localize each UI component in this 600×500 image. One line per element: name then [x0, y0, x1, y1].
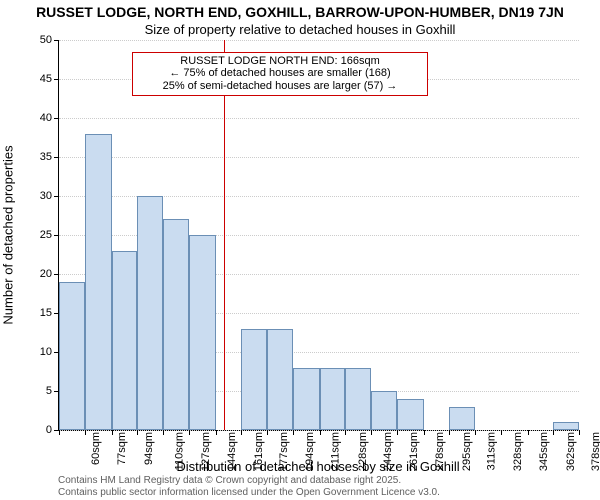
x-tick-mark [449, 430, 450, 435]
y-tick-label: 5 [22, 385, 52, 397]
histogram-bar [241, 329, 267, 430]
x-tick-mark [501, 430, 502, 435]
x-tick-mark [528, 430, 529, 435]
annotation-line-3: 25% of semi-detached houses are larger (… [137, 80, 423, 93]
histogram-bar [267, 329, 293, 430]
attribution-line-2: Contains public sector information licen… [58, 487, 440, 499]
x-tick-mark [293, 430, 294, 435]
y-tick-mark [54, 274, 59, 275]
histogram-bar [112, 251, 137, 430]
gridline [59, 157, 579, 158]
y-tick-mark [54, 79, 59, 80]
y-tick-label: 35 [22, 151, 52, 163]
y-tick-label: 40 [22, 112, 52, 124]
annotation-line-2: ← 75% of detached houses are smaller (16… [137, 67, 423, 80]
x-tick-mark [424, 430, 425, 435]
y-tick-label: 0 [22, 424, 52, 436]
y-tick-mark [54, 196, 59, 197]
plot-area: 0510152025303540455060sqm77sqm94sqm110sq… [58, 40, 579, 431]
histogram-bar [163, 219, 189, 430]
x-tick-mark [579, 430, 580, 435]
y-tick-label: 30 [22, 190, 52, 202]
histogram-bar [293, 368, 319, 430]
x-tick-mark [475, 430, 476, 435]
x-tick-mark [241, 430, 242, 435]
annotation-line-1: RUSSET LODGE NORTH END: 166sqm [137, 55, 423, 68]
gridline [59, 40, 579, 41]
chart-title-main: RUSSET LODGE, NORTH END, GOXHILL, BARROW… [0, 4, 600, 20]
x-tick-mark [189, 430, 190, 435]
chart-container: RUSSET LODGE, NORTH END, GOXHILL, BARROW… [0, 0, 600, 500]
histogram-bar [59, 282, 85, 430]
y-tick-mark [54, 118, 59, 119]
y-axis-label: Number of detached properties [1, 145, 16, 324]
attribution-line-1: Contains HM Land Registry data © Crown c… [58, 475, 440, 487]
chart-subtitle: Size of property relative to detached ho… [0, 22, 600, 37]
y-tick-label: 10 [22, 346, 52, 358]
y-tick-label: 20 [22, 268, 52, 280]
x-axis-label: Distribution of detached houses by size … [58, 459, 578, 474]
histogram-bar [320, 368, 345, 430]
histogram-bar [449, 407, 475, 430]
y-tick-label: 15 [22, 307, 52, 319]
x-tick-mark [216, 430, 217, 435]
histogram-bar [189, 235, 215, 430]
x-tick-mark [320, 430, 321, 435]
y-tick-mark [54, 157, 59, 158]
y-tick-label: 45 [22, 73, 52, 85]
x-tick-mark [371, 430, 372, 435]
y-tick-mark [54, 235, 59, 236]
marker-line [224, 40, 225, 430]
y-tick-mark [54, 40, 59, 41]
x-tick-mark [163, 430, 164, 435]
histogram-bar [371, 391, 397, 430]
histogram-bar [85, 134, 111, 430]
x-tick-mark [112, 430, 113, 435]
gridline [59, 118, 579, 119]
x-tick-mark [137, 430, 138, 435]
y-tick-label: 25 [22, 229, 52, 241]
histogram-bar [397, 399, 423, 430]
x-tick-mark [397, 430, 398, 435]
y-tick-label: 50 [22, 34, 52, 46]
annotation-box: RUSSET LODGE NORTH END: 166sqm ← 75% of … [132, 52, 428, 96]
x-tick-label: 378sqm [590, 432, 600, 471]
histogram-bar [553, 422, 579, 430]
x-tick-mark [59, 430, 60, 435]
x-tick-mark [553, 430, 554, 435]
x-tick-mark [345, 430, 346, 435]
x-tick-mark [267, 430, 268, 435]
attribution: Contains HM Land Registry data © Crown c… [58, 475, 440, 498]
histogram-bar [137, 196, 163, 430]
x-tick-mark [85, 430, 86, 435]
histogram-bar [345, 368, 371, 430]
